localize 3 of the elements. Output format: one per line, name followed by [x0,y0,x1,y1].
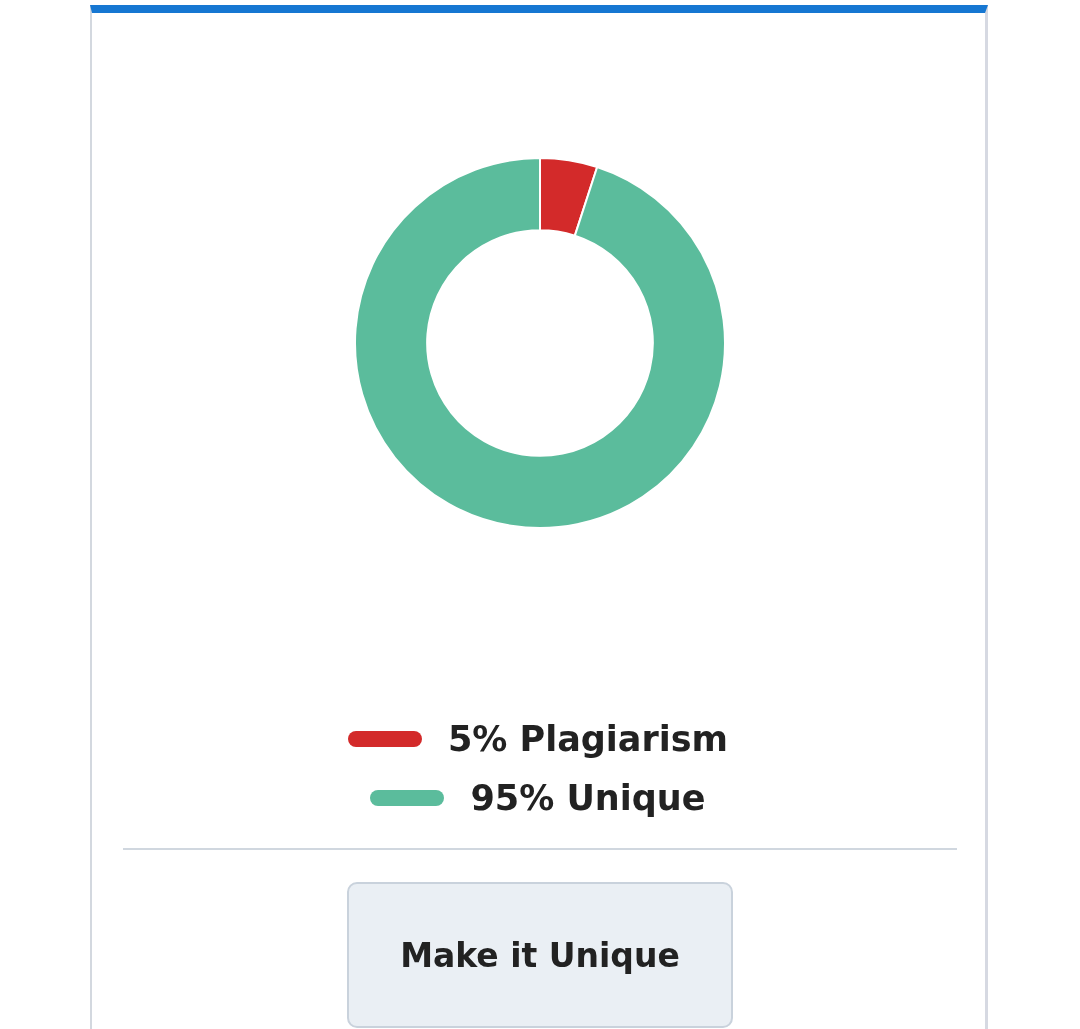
legend-label: 95% Unique [470,777,706,818]
button[interactable]: Make it Unique [347,882,733,1028]
legend-label: 5% Plagiarism [447,718,729,759]
